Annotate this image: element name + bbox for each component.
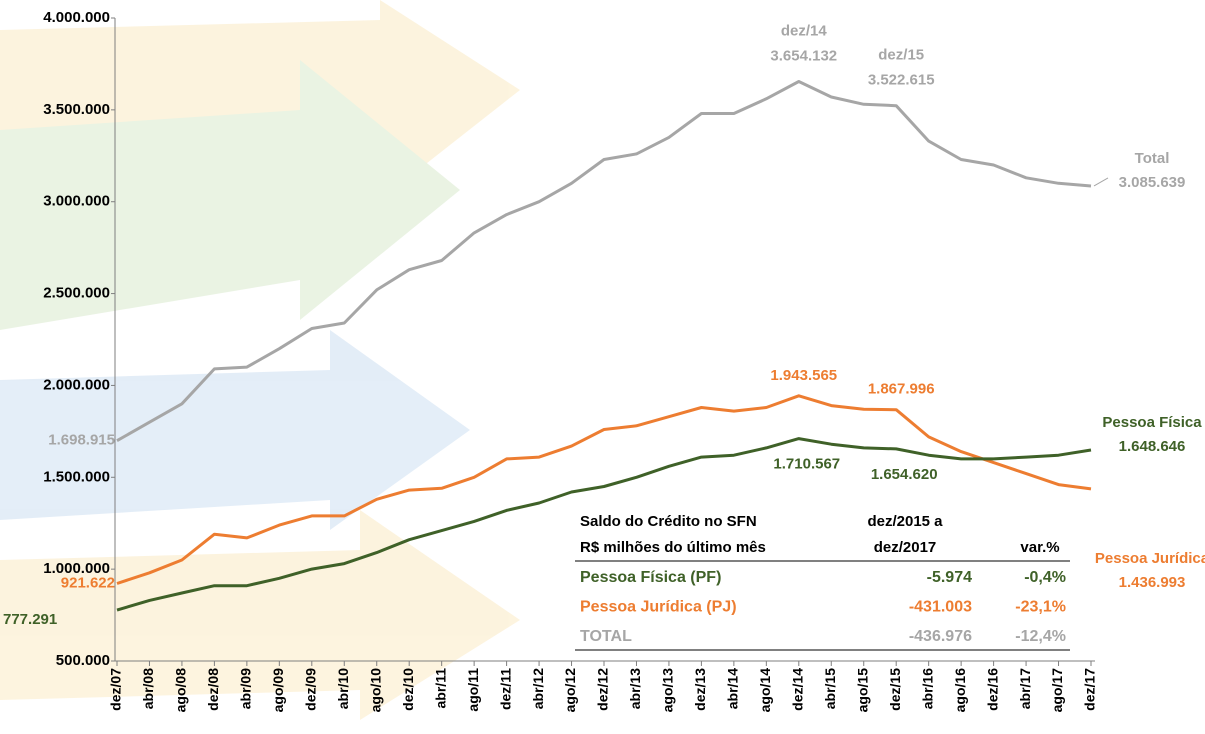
series-line — [116, 394, 1092, 585]
y-tick-label: 2.000.000 — [43, 376, 110, 393]
y-tick-label: 1.000.000 — [43, 560, 110, 577]
x-tick-label: dez/07 — [108, 668, 124, 711]
x-tick-label: abr/15 — [822, 668, 838, 709]
x-tick-label: ago/09 — [270, 668, 286, 713]
table-cell: TOTAL — [580, 628, 632, 645]
x-tick-label: dez/11 — [497, 668, 513, 710]
category-label: dez/15 — [878, 47, 924, 64]
x-tick-label: abr/10 — [335, 668, 351, 709]
y-tick-label: 500.000 — [56, 652, 110, 669]
y-tick-label: 3.500.000 — [43, 101, 110, 118]
value-label: 3.654.132 — [770, 48, 837, 65]
table-cell: -23,1% — [1015, 599, 1066, 616]
table-cell: Pessoa Jurídica (PJ) — [580, 599, 737, 616]
x-tick-label: abr/09 — [238, 668, 254, 709]
value-label: 1.943.565 — [770, 367, 837, 384]
x-tick-label: abr/08 — [140, 668, 156, 709]
category-label: dez/14 — [781, 23, 828, 40]
value-label: 1.867.996 — [868, 381, 935, 398]
series-line — [116, 437, 1092, 612]
table-cell: -12,4% — [1015, 628, 1066, 645]
value-label: 3.522.615 — [868, 72, 935, 89]
table-cell: -5.974 — [927, 569, 972, 586]
x-tick-label: ago/15 — [854, 668, 870, 713]
table-title: R$ milhões do último mês — [580, 539, 766, 556]
table-cell: -0,4% — [1024, 569, 1066, 586]
value-label: 1.436.993 — [1119, 574, 1186, 591]
x-tick-label: ago/08 — [173, 668, 189, 713]
x-tick-label: ago/11 — [465, 668, 481, 712]
value-label: 1.648.646 — [1119, 438, 1186, 455]
table-title: Saldo do Crédito no SFN — [580, 513, 757, 530]
x-tick-label: abr/17 — [1017, 668, 1033, 709]
x-tick-label: dez/16 — [984, 668, 1000, 711]
y-tick-label: 4.000.000 — [43, 9, 110, 26]
series-name: Pessoa Física — [1102, 414, 1202, 431]
x-tick-label: dez/09 — [303, 668, 319, 711]
leader-line — [1093, 177, 1109, 187]
x-tick-label: ago/16 — [952, 668, 968, 713]
x-tick-label: dez/08 — [205, 668, 221, 711]
x-tick-label: ago/14 — [757, 668, 773, 713]
x-tick-label: dez/17 — [1082, 668, 1098, 711]
table-header: var.% — [1020, 539, 1059, 556]
table-background — [572, 505, 1077, 655]
y-tick-label: 1.500.000 — [43, 468, 110, 485]
x-tick-label: abr/11 — [432, 668, 448, 709]
y-tick-label: 2.500.000 — [43, 285, 110, 302]
table-header: dez/2015 a — [867, 513, 943, 530]
x-tick-label: ago/13 — [660, 668, 676, 713]
table-cell: -436.976 — [909, 628, 972, 645]
value-label: 1.698.915 — [48, 432, 115, 449]
x-tick-label: ago/17 — [1049, 668, 1065, 713]
x-tick-label: ago/12 — [562, 668, 578, 713]
x-tick-label: abr/14 — [725, 668, 741, 709]
series-line — [116, 80, 1092, 443]
x-tick-label: abr/13 — [627, 668, 643, 709]
x-tick-label: dez/15 — [887, 668, 903, 711]
summary-table: Saldo do Crédito no SFN R$ milhões do últ… — [572, 505, 1077, 655]
value-label: 921.622 — [61, 575, 115, 592]
value-label: 1.710.567 — [773, 456, 840, 473]
table-cell: Pessoa Física (PF) — [580, 569, 721, 586]
value-label: 777.291 — [3, 611, 57, 628]
series-name: Total — [1135, 150, 1170, 167]
x-tick-label: abr/16 — [919, 668, 935, 709]
x-tick-label: ago/10 — [367, 668, 383, 713]
x-tick-label: dez/14 — [790, 668, 806, 711]
x-tick-label: dez/12 — [595, 668, 611, 711]
x-tick-label: dez/13 — [692, 668, 708, 711]
value-label: 1.654.620 — [871, 466, 938, 483]
table-header: dez/2017 — [874, 539, 937, 556]
x-tick-label: abr/12 — [530, 668, 546, 709]
series-name: Pessoa Jurídica — [1095, 550, 1205, 567]
table-cell: -431.003 — [909, 599, 972, 616]
x-tick-label: dez/10 — [400, 668, 416, 711]
y-tick-label: 3.000.000 — [43, 193, 110, 210]
value-label: 3.085.639 — [1119, 174, 1186, 191]
